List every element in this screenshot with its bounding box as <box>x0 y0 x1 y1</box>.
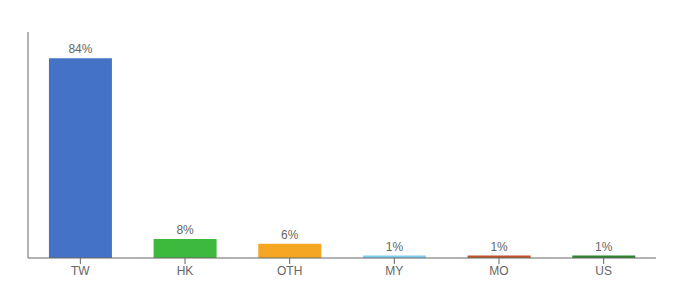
svg-text:MY: MY <box>385 264 403 278</box>
svg-text:OTH: OTH <box>277 264 302 278</box>
svg-text:8%: 8% <box>176 223 194 237</box>
svg-text:MO: MO <box>489 264 508 278</box>
svg-text:TW: TW <box>71 264 90 278</box>
svg-text:US: US <box>595 264 612 278</box>
svg-text:1%: 1% <box>490 240 508 254</box>
svg-text:1%: 1% <box>386 240 404 254</box>
svg-text:1%: 1% <box>595 240 613 254</box>
svg-text:84%: 84% <box>68 42 92 56</box>
svg-text:6%: 6% <box>281 228 299 242</box>
svg-text:HK: HK <box>177 264 194 278</box>
